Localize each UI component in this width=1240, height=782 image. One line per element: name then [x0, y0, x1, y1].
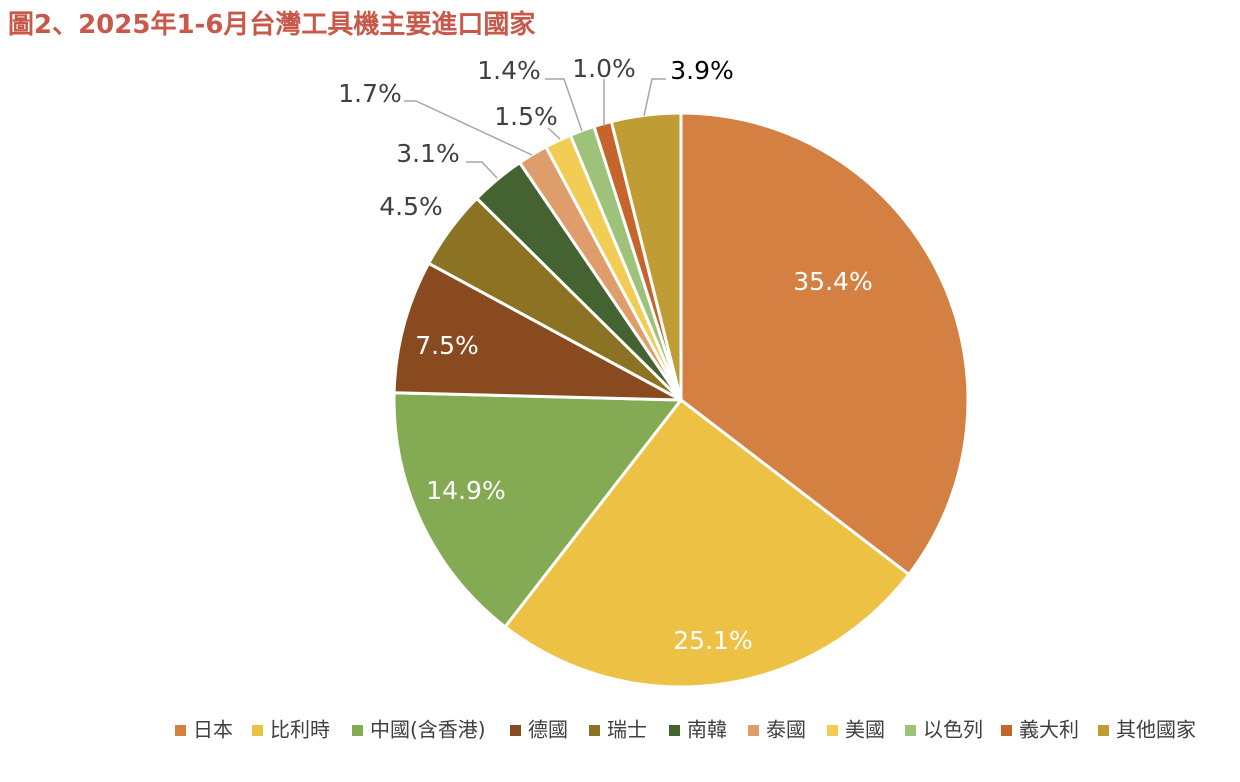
leader-line-6 — [466, 161, 498, 179]
pie-slice-3 — [392, 391, 683, 629]
data-label-11: 3.9% — [670, 56, 734, 85]
leader-line-9 — [545, 78, 583, 132]
data-label-5: 4.5% — [379, 192, 443, 221]
legend-swatch-2 — [252, 725, 263, 736]
legend-label-2: 比利時 — [270, 718, 330, 742]
legend-label-5: 瑞士 — [607, 718, 647, 742]
legend-label-1: 日本 — [193, 718, 233, 742]
legend-label-6: 南韓 — [687, 718, 727, 742]
legend-label-10: 義大利 — [1019, 718, 1079, 742]
pie-slice-1 — [679, 111, 970, 576]
data-label-7: 1.7% — [338, 79, 402, 108]
legend-label-7: 泰國 — [766, 718, 806, 742]
pie-slices — [392, 111, 970, 689]
leader-line-7 — [404, 100, 533, 156]
legend-label-11: 其他國家 — [1116, 718, 1196, 742]
legend-swatch-5 — [589, 725, 600, 736]
data-label-6: 3.1% — [396, 139, 460, 168]
chart-title: 圖2、2025年1-6月台灣工具機主要進口國家 — [8, 10, 536, 40]
legend-label-9: 以色列 — [923, 718, 983, 742]
legend-swatch-10 — [1001, 725, 1012, 736]
data-label-1: 35.4% — [793, 267, 872, 296]
legend-swatch-1 — [175, 725, 186, 736]
legend-label-8: 美國 — [845, 718, 885, 742]
data-labels: 35.4% 25.1% 14.9% 7.5% 4.5% 3.1% 1.7% 1.5% 1.4% 1… — [338, 54, 872, 655]
data-label-8: 1.5% — [494, 102, 558, 131]
legend-swatch-7 — [748, 725, 759, 736]
pie-slice-2 — [503, 398, 911, 689]
data-label-2: 25.1% — [673, 626, 752, 655]
pie-slice-4 — [392, 261, 683, 402]
legend: 日本 比利時 中國(含香港) 德國 瑞士 南韓 泰國 美國 以色列 義大利 其他國家 — [175, 718, 1196, 742]
leader-line-8 — [547, 127, 561, 140]
legend-swatch-11 — [1098, 725, 1109, 736]
pie-slice-11 — [609, 111, 683, 402]
legend-swatch-8 — [827, 725, 838, 736]
leader-line-11 — [643, 78, 666, 117]
legend-label-3: 中國(含香港) — [370, 718, 486, 742]
legend-swatch-3 — [352, 725, 363, 736]
leader-lines — [404, 78, 666, 179]
legend-swatch-6 — [669, 725, 680, 736]
legend-label-4: 德國 — [528, 718, 568, 742]
data-label-9: 1.4% — [477, 56, 541, 85]
data-label-10: 1.0% — [572, 54, 636, 83]
data-label-3: 14.9% — [426, 476, 505, 505]
legend-swatch-4 — [510, 725, 521, 736]
data-label-4: 7.5% — [415, 331, 479, 360]
legend-swatch-9 — [905, 725, 916, 736]
